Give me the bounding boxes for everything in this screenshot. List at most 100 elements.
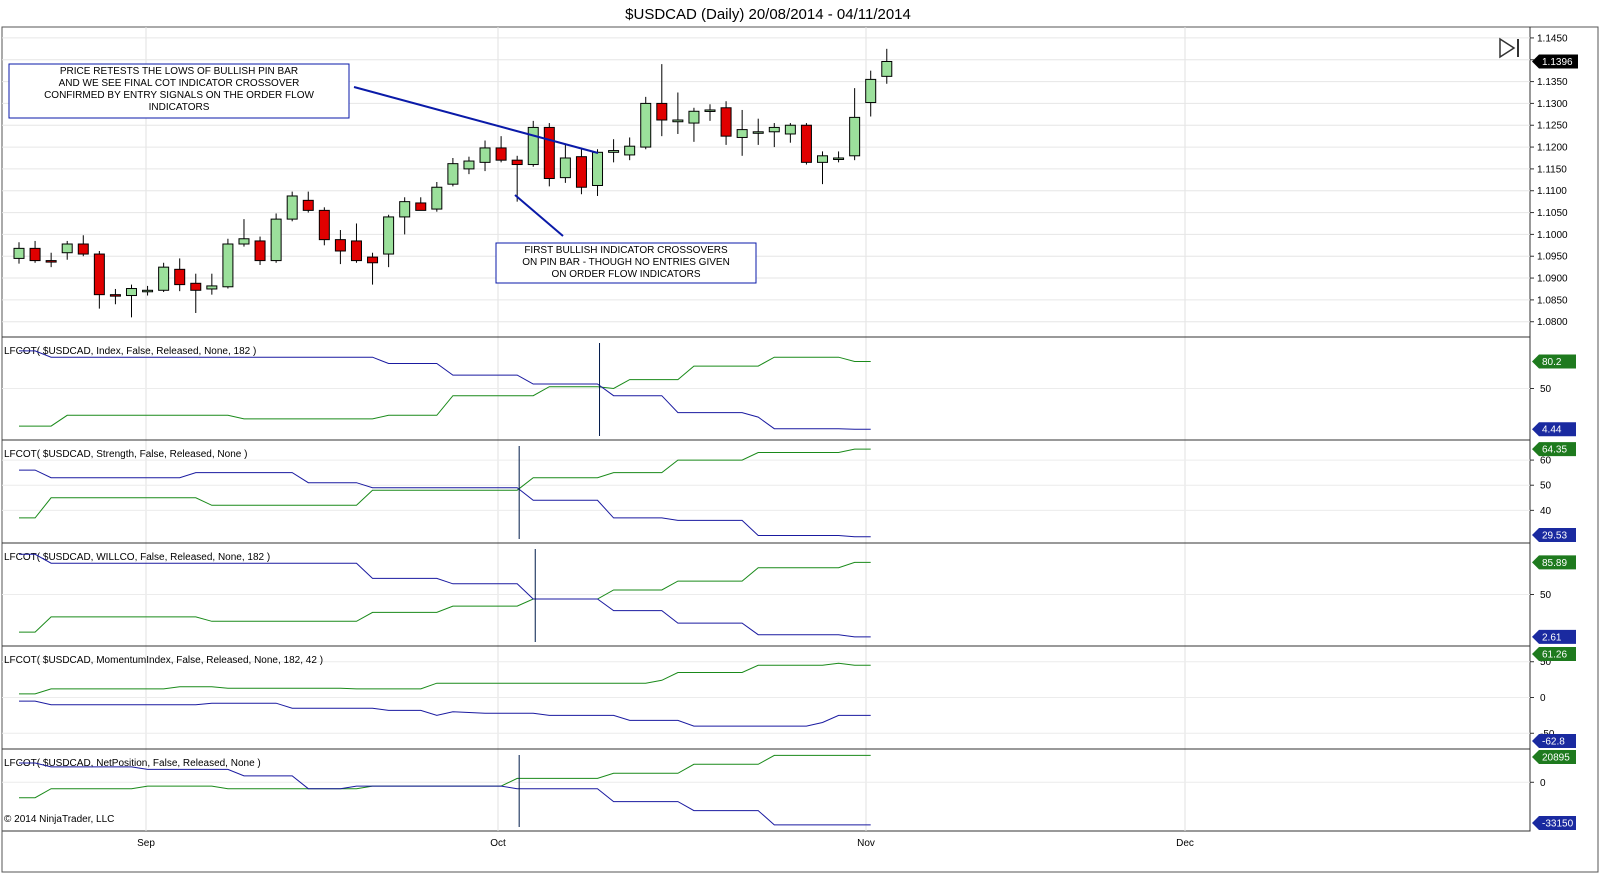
candle[interactable] (238, 219, 250, 247)
price-tick-label: 1.1150 (1537, 164, 1567, 175)
candle[interactable] (865, 70, 877, 117)
value-badge-text: 85.89 (1542, 558, 1567, 569)
candle[interactable] (479, 140, 491, 172)
candle-body (704, 109, 716, 112)
price-tick-label: 1.1350 (1537, 77, 1568, 88)
last-price-badge: 1.1396 (1532, 54, 1578, 69)
candle-body (174, 268, 186, 286)
candle[interactable] (463, 156, 475, 175)
annotation-text: AND WE SEE FINAL COT INDICATOR CROSSOVER (59, 78, 300, 89)
annotation-text: INDICATORS (149, 102, 210, 113)
candle-body (849, 116, 861, 157)
candle[interactable] (190, 273, 202, 313)
candle-body (527, 126, 539, 166)
candle[interactable] (752, 118, 764, 145)
candle[interactable] (45, 252, 57, 268)
outer-frame (1, 26, 1599, 873)
candle[interactable] (720, 101, 732, 145)
candle[interactable] (206, 273, 218, 295)
indicator-tick-label: 50 (1540, 657, 1552, 668)
indicator-line-green (19, 448, 871, 519)
candle[interactable] (833, 151, 845, 163)
price-tick-label: 1.1000 (1537, 230, 1568, 241)
candle[interactable] (575, 149, 587, 195)
candle[interactable] (367, 252, 379, 285)
candle[interactable] (527, 120, 539, 167)
value-badge: -33150 (1532, 816, 1576, 830)
candle[interactable] (13, 242, 25, 264)
candle[interactable] (688, 107, 700, 142)
value-badge-bg (1532, 555, 1576, 570)
indicator-line-green (19, 662, 871, 695)
indicator-label: LFCOT( $USDCAD, NetPosition, False, Rele… (4, 758, 261, 769)
candle-body (77, 243, 89, 255)
candle[interactable] (77, 235, 89, 257)
candle[interactable] (559, 144, 571, 183)
candle[interactable] (302, 191, 314, 213)
candle[interactable] (254, 236, 266, 265)
candle[interactable] (800, 123, 812, 165)
candle[interactable] (383, 214, 395, 268)
candle[interactable] (318, 207, 330, 246)
candle[interactable] (270, 213, 282, 263)
candle[interactable] (736, 109, 748, 156)
candle[interactable] (93, 250, 105, 309)
candle[interactable] (624, 137, 636, 161)
candle[interactable] (608, 139, 620, 163)
candle[interactable] (817, 151, 828, 185)
candle[interactable] (286, 191, 298, 222)
candle[interactable] (543, 123, 555, 187)
annotation-arrow (514, 194, 564, 237)
value-badge: 85.89 (1532, 555, 1576, 570)
candle-body (575, 156, 587, 188)
annotation-arrow (353, 86, 599, 154)
candle[interactable] (431, 182, 443, 212)
indicator-tick-label: 50 (1540, 384, 1552, 395)
candle-body (29, 247, 41, 262)
candle-body (447, 163, 459, 185)
candle-body (592, 151, 604, 186)
candle[interactable] (61, 240, 73, 260)
candle-body (415, 202, 427, 211)
candle[interactable] (849, 88, 861, 161)
value-badge: 20895 (1532, 750, 1576, 764)
candle[interactable] (222, 238, 234, 289)
annotation-box: PRICE RETESTS THE LOWS OF BULLISH PIN BA… (8, 63, 350, 119)
price-tick-label: 1.0800 (1537, 317, 1568, 328)
candle[interactable] (334, 230, 346, 265)
candle[interactable] (495, 136, 507, 163)
candle-body (222, 243, 234, 288)
value-badge-bg (1532, 750, 1576, 764)
value-badge-bg (1532, 734, 1576, 748)
candle[interactable] (125, 284, 137, 318)
candle[interactable] (142, 285, 154, 296)
indicator-line-green (19, 561, 871, 633)
candle-body (206, 285, 218, 290)
candle[interactable] (672, 92, 684, 134)
play-to-end-icon[interactable] (1499, 37, 1519, 59)
candle[interactable] (158, 262, 170, 293)
indicator-tick-label: 40 (1540, 506, 1552, 517)
candle[interactable] (399, 197, 411, 235)
candle[interactable] (784, 123, 796, 143)
candle-body (624, 145, 636, 156)
candle[interactable] (656, 64, 668, 137)
candle[interactable] (704, 104, 716, 121)
indicator-label: LFCOT( $USDCAD, MomentumIndex, False, Re… (4, 655, 323, 666)
candle[interactable] (447, 157, 459, 187)
candle[interactable] (350, 223, 362, 263)
candle-body (463, 160, 475, 170)
candle[interactable] (415, 197, 427, 211)
x-tick-label: Nov (857, 838, 875, 849)
candle[interactable] (640, 96, 652, 150)
candle-body (190, 282, 202, 291)
candle[interactable] (29, 240, 41, 263)
candle[interactable] (881, 48, 893, 84)
indicator-tick-label: 0 (1540, 778, 1546, 789)
candle[interactable] (174, 258, 186, 292)
candle[interactable] (109, 288, 121, 305)
indicator-tick-label: 60 (1540, 456, 1552, 467)
candle[interactable] (511, 155, 523, 202)
candle[interactable] (768, 123, 780, 148)
